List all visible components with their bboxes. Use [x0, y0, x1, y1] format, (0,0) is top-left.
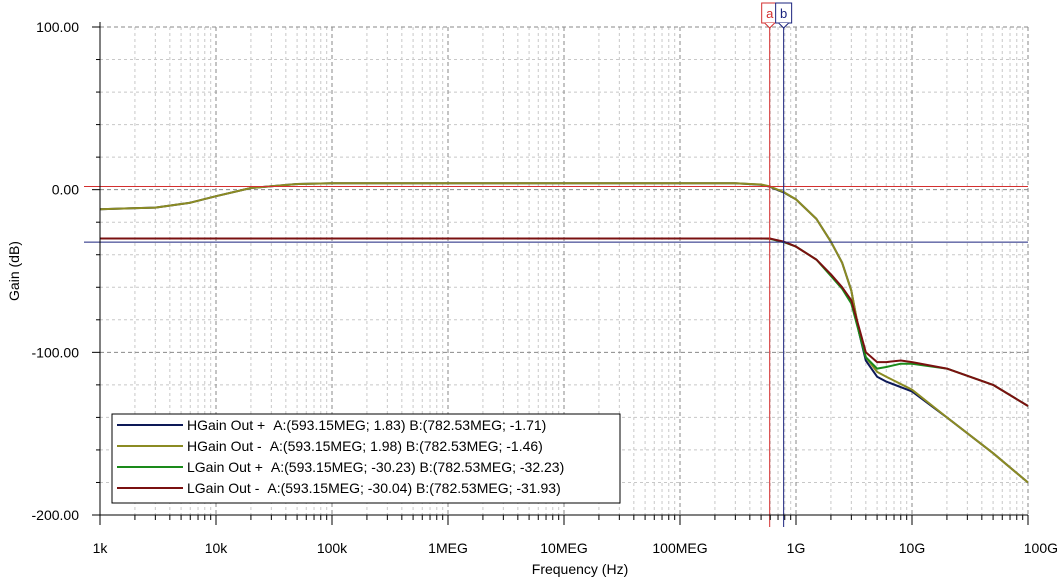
y-tick-label: 100.00: [36, 19, 79, 35]
legend-box: [111, 413, 621, 504]
y-tick-label: -200.00: [32, 507, 80, 523]
cursor-b-pointer: [778, 22, 789, 29]
series-line-3: [100, 237, 1029, 407]
legend-series-name-0: HGain Out +: [187, 417, 265, 433]
legend-readout-0: A:(593.15MEG; 1.83) B:(782.53MEG; -1.71): [273, 417, 546, 433]
legend-series-name-3: LGain Out -: [187, 480, 260, 496]
x-tick-label: 100MEG: [652, 540, 707, 556]
legend-readout-2: A:(593.15MEG; -30.23) B:(782.53MEG; -32.…: [271, 459, 564, 475]
y-tick-label: -100.00: [32, 344, 80, 360]
legend-series-name-1: HGain Out -: [187, 438, 262, 454]
axis-layer: 100.00 0.00 -100.00 -200.00 1k 10k 100k 1MEG 10M…: [32, 19, 1058, 556]
legend[interactable]: HGain Out + A:(593.15MEG; 1.83) B:(782.53…: [111, 413, 621, 504]
x-tick-label: 1G: [787, 540, 806, 556]
x-tick-label: 100k: [317, 540, 348, 556]
x-tick-label: 1k: [93, 540, 109, 556]
x-tick-label: 10MEG: [540, 540, 587, 556]
x-tick-label: 1MEG: [428, 540, 468, 556]
legend-readout-1: A:(593.15MEG; 1.98) B:(782.53MEG; -1.46): [270, 438, 543, 454]
x-tick-label: 10G: [899, 540, 925, 556]
cursor-a-pointer: [764, 22, 776, 29]
y-tick-label: 0.00: [52, 182, 79, 198]
x-axis-title: Frequency (Hz): [532, 561, 628, 577]
y-axis-title: Gain (dB): [6, 241, 22, 301]
cursor-a-label: a: [766, 6, 774, 21]
cursor-b-label: b: [780, 6, 787, 21]
x-tick-label: 10k: [205, 540, 229, 556]
legend-readout-3: A:(593.15MEG; -30.04) B:(782.53MEG; -31.…: [267, 480, 560, 496]
x-tick-label: 100G: [1024, 540, 1058, 556]
legend-series-name-2: LGain Out +: [187, 459, 263, 475]
